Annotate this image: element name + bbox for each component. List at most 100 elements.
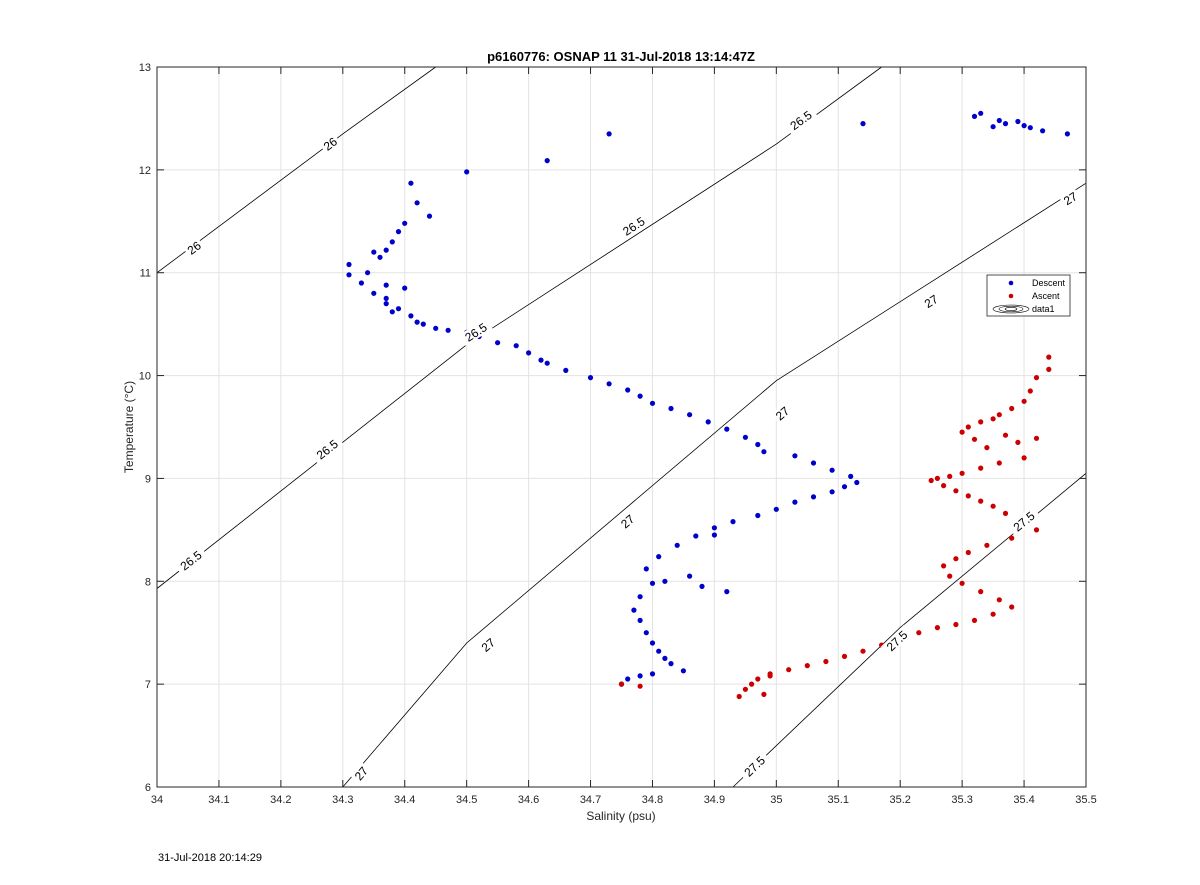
legend-ascent-label: Ascent xyxy=(1032,291,1060,301)
plot-area xyxy=(157,67,1086,787)
ascent-point xyxy=(916,630,922,636)
ascent-point xyxy=(749,681,755,687)
y-tick-label: 12 xyxy=(139,165,151,177)
contour-label-group: 26 xyxy=(182,237,206,259)
ascent-series xyxy=(618,354,1052,700)
axes-box xyxy=(156,66,1087,788)
descent-point xyxy=(643,566,649,572)
legend-box xyxy=(986,274,1071,317)
descent-point xyxy=(637,673,643,679)
ascent-point xyxy=(860,648,866,654)
contour-label-group: 27 xyxy=(1059,187,1082,209)
contour-line-27 xyxy=(342,182,1087,788)
x-tick-label: 35.3 xyxy=(951,794,972,806)
descent-point xyxy=(971,113,978,119)
descent-point xyxy=(637,393,643,399)
contour-label-group: 26.5 xyxy=(616,211,651,241)
ascent-point xyxy=(941,563,947,569)
chart-title: p6160776: OSNAP 11 31-Jul-2018 13:14:47Z xyxy=(487,49,755,64)
x-tick-label: 34.5 xyxy=(456,794,477,806)
descent-point xyxy=(662,655,668,662)
x-tick-label: 34.8 xyxy=(642,794,663,806)
descent-point xyxy=(625,676,631,682)
descent-point xyxy=(792,453,798,459)
ascent-point xyxy=(823,658,829,665)
contour-label-backdrop xyxy=(476,633,500,656)
legend-data1-label: data1 xyxy=(1032,304,1055,314)
x-tick-label: 35 xyxy=(770,794,782,806)
ascent-point xyxy=(990,611,996,617)
descent-point xyxy=(693,533,699,539)
ascent-point xyxy=(996,412,1002,418)
descent-point xyxy=(978,110,984,116)
legend-ascent-marker xyxy=(1008,293,1014,299)
descent-point xyxy=(687,412,693,418)
descent-point xyxy=(860,121,866,127)
descent-point xyxy=(538,357,544,363)
descent-point xyxy=(1040,128,1046,134)
descent-point xyxy=(358,280,364,286)
legend: Descent Ascent data1 xyxy=(986,274,1071,317)
legend-contour-icon xyxy=(992,304,1030,314)
contour-label-backdrop xyxy=(919,290,943,312)
descent-point xyxy=(711,532,718,538)
ascent-point xyxy=(736,693,742,700)
x-tick-label: 34.7 xyxy=(580,794,601,806)
ascent-point xyxy=(1021,398,1027,404)
y-tick-label: 10 xyxy=(139,371,151,383)
contour-label-group: 27 xyxy=(476,633,500,656)
descent-point xyxy=(810,460,817,466)
ascent-point xyxy=(959,580,965,586)
contour-label-backdrop xyxy=(310,434,344,465)
descent-point xyxy=(730,519,736,525)
descent-point xyxy=(680,668,687,674)
contour-label-backdrop xyxy=(771,402,794,424)
x-tick-label: 35.2 xyxy=(889,794,910,806)
ascent-point xyxy=(1033,375,1040,381)
x-axis-ticks: 34 34.1 34.2 34.3 34.4 34.5 34.6 34.7 34.8 34.9 35… xyxy=(151,67,1097,806)
contour-label-group: 26 xyxy=(319,133,342,155)
ascent-point xyxy=(978,498,984,504)
descent-point xyxy=(724,426,730,432)
descent-point xyxy=(1021,123,1027,129)
ascent-point xyxy=(965,424,971,430)
x-tick-label: 35.1 xyxy=(828,794,849,806)
x-tick-label: 34 xyxy=(151,794,163,806)
contour-label-backdrop xyxy=(182,237,206,259)
descent-point xyxy=(755,512,761,519)
ascent-point xyxy=(947,573,953,579)
ascent-point xyxy=(978,589,984,595)
density-contours xyxy=(156,66,1087,788)
legend-descent-marker xyxy=(1008,280,1014,286)
descent-series xyxy=(346,110,1070,687)
ascent-point xyxy=(947,473,953,479)
descent-point xyxy=(1002,121,1009,127)
descent-point xyxy=(587,375,594,381)
descent-point xyxy=(445,327,451,333)
contour-label-backdrop xyxy=(319,133,342,155)
descent-point xyxy=(513,343,519,349)
ascent-point xyxy=(1027,388,1033,394)
contour-label-group: 27 xyxy=(616,510,639,532)
descent-point xyxy=(656,648,662,654)
descent-point xyxy=(433,325,439,331)
contour-line-26 xyxy=(156,66,436,274)
descent-point xyxy=(389,239,395,245)
descent-point xyxy=(464,169,470,175)
ascent-point xyxy=(841,653,848,660)
descent-point xyxy=(637,617,643,624)
descent-point xyxy=(854,479,860,486)
contour-label-group: 27 xyxy=(771,402,794,424)
descent-point xyxy=(408,313,414,319)
ascent-point xyxy=(934,475,941,481)
ascent-point xyxy=(618,681,625,687)
contour-label-backdrop xyxy=(1007,505,1041,537)
y-axis-title: Temperature (°C) xyxy=(122,381,136,473)
contour-label-backdrop xyxy=(616,211,651,241)
descent-point xyxy=(699,583,705,590)
y-axis-ticks: 6 7 8 9 10 11 12 13 xyxy=(139,62,1086,794)
ascent-point xyxy=(1002,432,1009,438)
descent-point xyxy=(395,306,402,312)
descent-point xyxy=(389,309,395,315)
ascent-point xyxy=(786,667,792,673)
